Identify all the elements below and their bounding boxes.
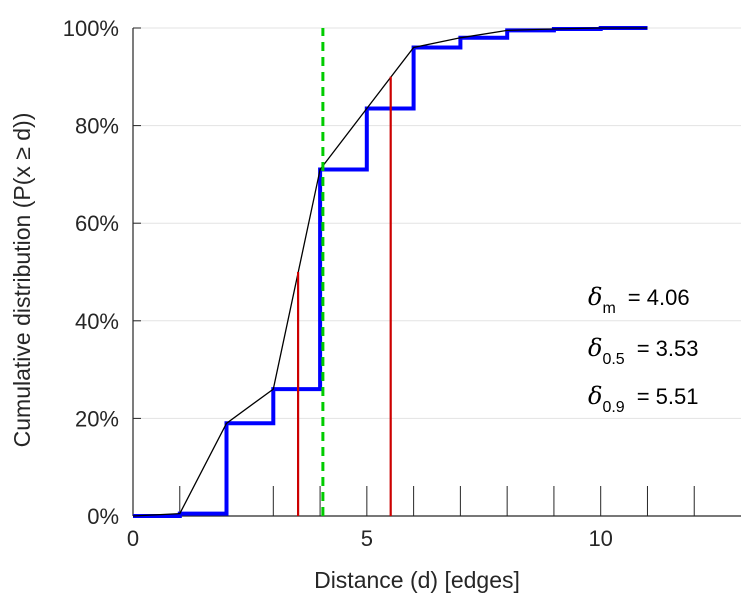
annotation-symbol: δ (588, 283, 602, 311)
y-tick-label: 60% (75, 211, 119, 236)
annotation-delta-05: δ0.5 = 3.53 (588, 334, 698, 368)
x-tick-label: 10 (588, 526, 612, 551)
annotation-subscript: 0.5 (602, 351, 624, 368)
annotation-subscript: 0.9 (602, 399, 624, 416)
y-tick-label: 0% (87, 504, 119, 529)
x-axis-label: Distance (d) [edges] (314, 567, 520, 593)
y-axis-label: Cumulative distribution (P(x ≥ d)) (9, 113, 35, 448)
annotation-value: = 3.53 (637, 336, 699, 361)
annotation-symbol: δ (588, 382, 602, 410)
x-tick-label: 0 (127, 526, 139, 551)
annotation-subscript: m (602, 300, 615, 317)
axis-ticks: 0 5 100%20%40%60%80%100% (63, 16, 695, 551)
y-tick-label: 40% (75, 309, 119, 334)
y-tick-label: 100% (63, 16, 119, 41)
reference-lines (296, 28, 392, 516)
x-tick-label: 5 (361, 526, 373, 551)
y-tick-label: 20% (75, 406, 119, 431)
axes (132, 28, 741, 517)
annotation-value: = 5.51 (637, 384, 699, 409)
annotation-value: = 4.06 (628, 285, 690, 310)
statistics-annotations: δm = 4.06 δ0.5 = 3.53 δ0.9 = 5.51 (588, 283, 698, 416)
annotation-delta-m: δm = 4.06 (588, 283, 690, 317)
grid-lines (133, 27, 741, 419)
annotation-symbol: δ (588, 334, 602, 362)
y-tick-label: 80% (75, 114, 119, 139)
annotation-delta-09: δ0.9 = 5.51 (588, 382, 698, 416)
